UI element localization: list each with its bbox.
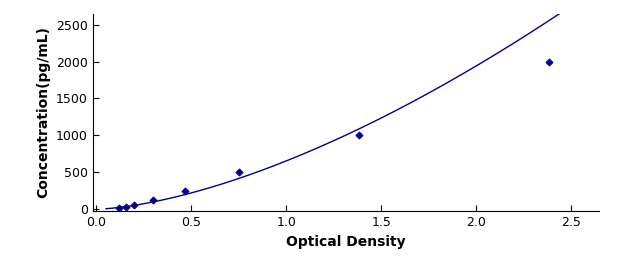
Y-axis label: Concentration(pg/mL): Concentration(pg/mL) <box>36 27 51 198</box>
X-axis label: Optical Density: Optical Density <box>286 235 406 249</box>
